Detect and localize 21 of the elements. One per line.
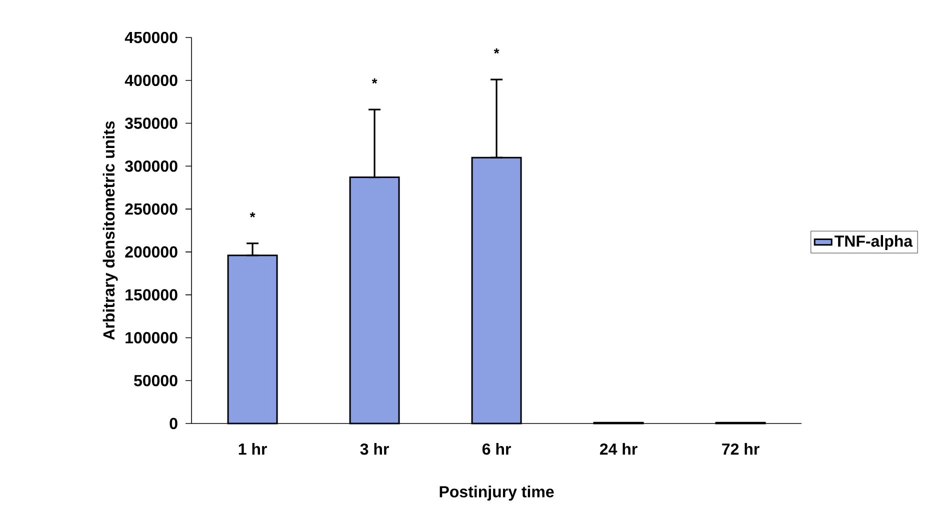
- annotation: *: [372, 78, 378, 84]
- x-tick-label: 24 hr: [600, 443, 638, 455]
- y-tick-label: 300000: [125, 160, 178, 172]
- y-tick-label: 100000: [126, 332, 178, 344]
- x-axis-title: Postinjury time: [440, 486, 554, 501]
- y-tick-label: 200000: [125, 246, 178, 258]
- x-tick-label: 3 hr: [360, 443, 389, 455]
- y-tick-label: 150000: [126, 289, 178, 300]
- x-tick-label: 6 hr: [482, 443, 511, 455]
- legend-label: TNF-alpha: [834, 235, 913, 250]
- y-tick-label: 250000: [125, 203, 178, 215]
- y-tick-label: 450000: [124, 32, 178, 44]
- y-tick-label: 50000: [134, 374, 178, 386]
- y-axis-title: Arbitrary densitometric units: [102, 121, 118, 340]
- annotation: *: [250, 212, 256, 218]
- y-tick-label: 350000: [125, 118, 178, 129]
- y-tick-label: 400000: [124, 74, 178, 86]
- x-tick-label: 1 hr: [238, 443, 267, 455]
- y-tick-label: 0: [170, 418, 178, 430]
- annotation: *: [494, 48, 500, 54]
- x-tick-label: 72 hr: [722, 443, 760, 455]
